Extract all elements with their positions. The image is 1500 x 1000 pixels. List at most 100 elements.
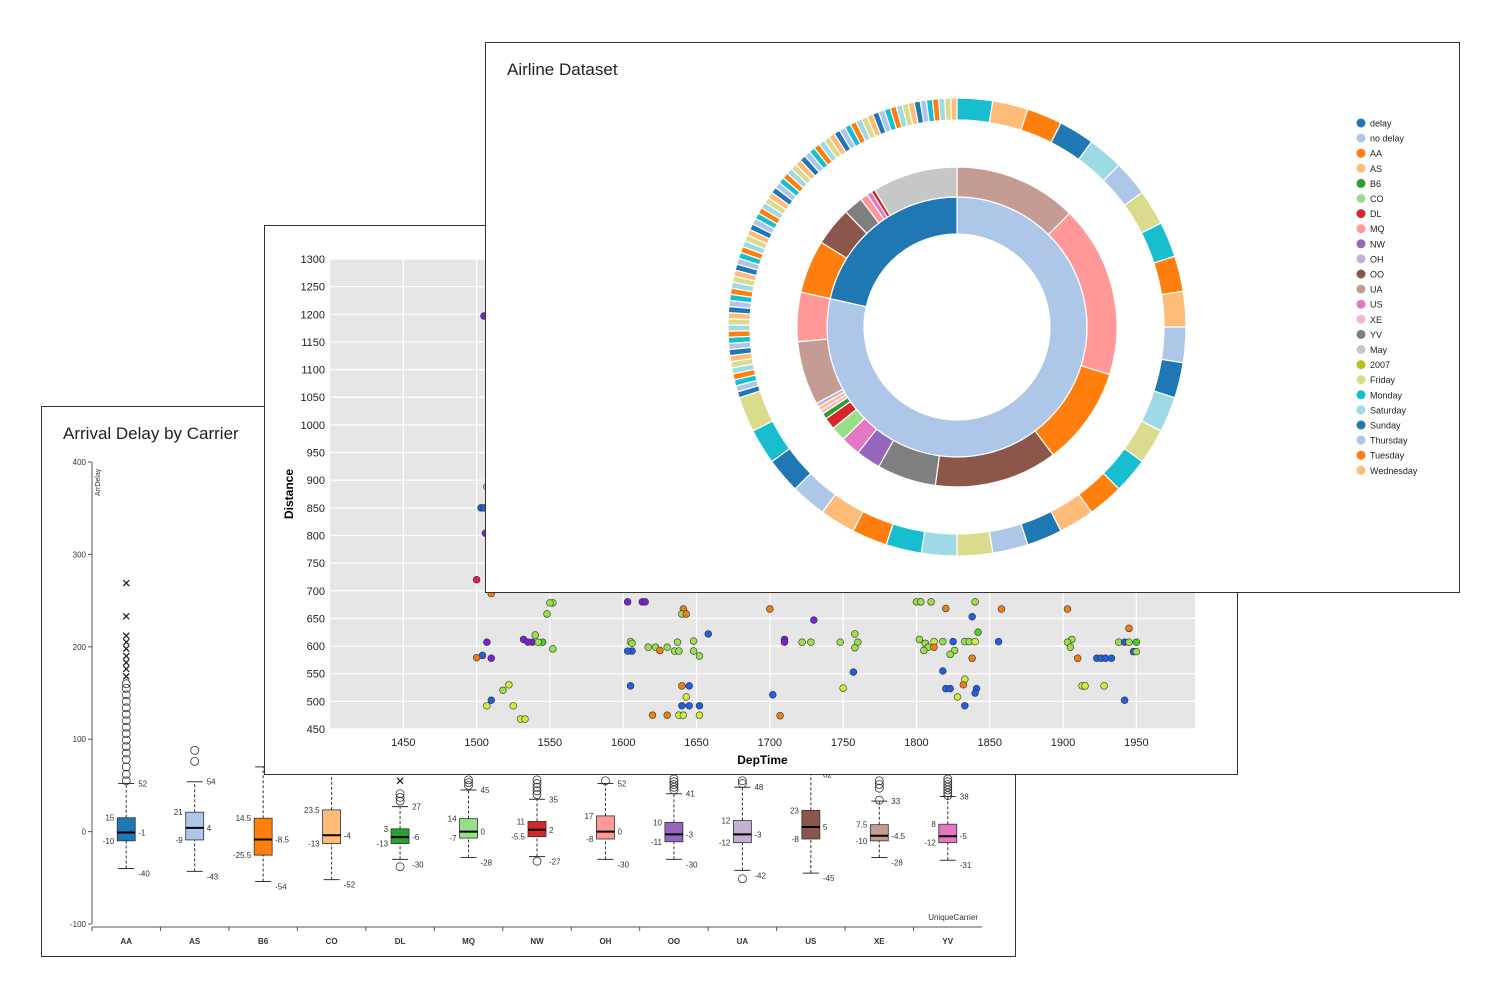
median-label: 0 [481, 828, 486, 837]
extreme-outlier-point [122, 659, 130, 666]
sunburst-center-hole [864, 234, 1050, 420]
scatter-point [656, 646, 664, 655]
y-tick-label: 400 [73, 458, 87, 467]
scatter-point [1074, 654, 1082, 662]
x-tick-label: 1450 [391, 737, 415, 749]
legend-swatch-friday [1356, 375, 1366, 385]
whisker-low-label: -54 [275, 882, 287, 891]
scatter-point [1132, 647, 1141, 656]
sunburst-segment-weekday-wednesday [1160, 290, 1187, 328]
x-tick-label: UA [737, 937, 749, 946]
legend-swatch-thursday [1356, 435, 1366, 445]
y-tick-label: 0 [82, 828, 87, 837]
outlier-point [464, 780, 473, 790]
x-tick-label: CO [326, 937, 338, 946]
y-tick-label: 550 [307, 669, 325, 681]
x-tick-label: NW [530, 937, 544, 946]
whisker-high-label: 52 [138, 780, 147, 789]
scatter-point [997, 605, 1006, 613]
scatter-point [959, 681, 968, 689]
legend-swatch-oh [1356, 254, 1366, 264]
outlier-point [121, 690, 131, 700]
outlier-point [121, 735, 131, 745]
whisker-high-label: 48 [754, 783, 763, 792]
boxplot-title: Arrival Delay by Carrier [63, 424, 239, 443]
scatter-point [994, 637, 1003, 646]
sunburst-segment-weekday-thursday [988, 523, 1029, 554]
x-axis-label: UniqueCarrier [928, 913, 978, 922]
y-tick-label: 900 [307, 475, 325, 487]
x-tick-label: 1700 [758, 737, 782, 749]
x-tick-label: 1950 [1124, 737, 1148, 749]
legend-swatch-monday [1356, 390, 1366, 400]
scatter-point [521, 715, 529, 723]
legend-swatch-us [1356, 299, 1366, 309]
outlier-point [737, 779, 747, 788]
x-tick-label: 1650 [684, 737, 708, 749]
outlier-point [532, 779, 542, 788]
y-tick-label: 1150 [301, 337, 325, 349]
scatter-point [623, 647, 632, 655]
outlier-point [532, 786, 542, 796]
scatter-point [946, 684, 954, 693]
y-tick-label: 200 [73, 643, 87, 652]
scatter-point [780, 638, 789, 646]
legend-label: UA [1370, 285, 1383, 295]
x-tick-label: YV [942, 937, 953, 946]
scatter-point [472, 576, 481, 584]
extreme-outlier-point [122, 652, 130, 660]
scatter-point [930, 643, 938, 651]
outlier-point [669, 780, 679, 789]
x-tick-label: 1800 [904, 737, 928, 749]
q1-label: -13 [377, 840, 389, 849]
outlier-point [943, 780, 953, 789]
legend-label: CO [1370, 194, 1384, 204]
box-co [322, 809, 342, 845]
y-tick-label: -100 [70, 920, 87, 929]
y-tick-label: 1000 [301, 420, 325, 432]
outlier-point [121, 709, 131, 719]
q1-label: -12 [924, 839, 936, 848]
q1-label: -10 [103, 837, 115, 846]
whisker-high-label: 27 [412, 803, 421, 812]
scatter-point [487, 654, 495, 662]
scatter-point [1125, 624, 1133, 633]
box-ua [732, 820, 752, 844]
scatter-point [766, 605, 774, 613]
outlier-point [121, 722, 131, 732]
whisker-low-label: -28 [481, 858, 493, 867]
y-tick-label: 700 [307, 586, 325, 598]
whisker-low-label: -30 [412, 860, 424, 869]
scatter-point [546, 599, 554, 607]
legend-swatch-sunday [1356, 420, 1366, 430]
median-label: -5 [960, 832, 968, 841]
median-label: -4 [344, 831, 352, 840]
scatter-point [927, 598, 935, 606]
whisker-low-label: -30 [617, 860, 629, 869]
sunburst-segment-weekday-saturday [920, 530, 958, 557]
outlier-point [121, 776, 131, 786]
x-tick-label: 1850 [978, 737, 1002, 749]
q3-label: 12 [721, 817, 730, 826]
median-label: -8.5 [275, 835, 289, 844]
scatter-point [961, 702, 969, 710]
x-tick-label: 1750 [831, 737, 855, 749]
scatter-point [704, 630, 712, 638]
y-tick-label: 500 [307, 696, 325, 708]
y-tick-label: 1300 [301, 254, 325, 266]
scatter-point [776, 712, 784, 720]
scatter-point [524, 638, 532, 646]
box-as [185, 811, 205, 841]
q3-label: 23 [790, 806, 799, 815]
q3-label: 14.5 [236, 814, 252, 823]
scatter-point [682, 693, 690, 701]
whisker-high-label: 41 [686, 790, 695, 799]
legend-label: Sunday [1370, 421, 1401, 431]
scatter-point [487, 696, 495, 704]
sunburst-segment-weekday-fine-tuesday [727, 330, 751, 338]
q3-label: 11 [517, 817, 526, 826]
scatter-point [644, 643, 652, 651]
outlier-point [874, 783, 884, 793]
legend-label: AS [1370, 164, 1382, 174]
whisker-high-label: 54 [207, 778, 216, 787]
